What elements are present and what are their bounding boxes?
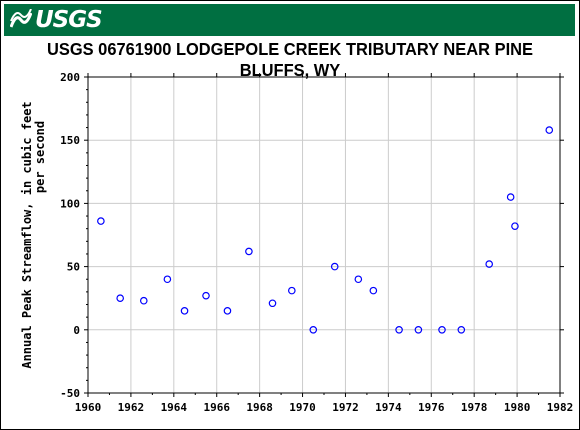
x-tick-label: 1982 (547, 401, 574, 414)
usgs-banner: USGS (4, 4, 575, 36)
y-tick-label: 100 (60, 197, 80, 210)
data-point (545, 126, 554, 134)
usgs-logo[interactable]: USGS (10, 7, 103, 33)
data-point (309, 325, 318, 334)
x-tick-label: 1964 (161, 401, 188, 414)
data-point (245, 247, 253, 256)
data-point (511, 222, 519, 230)
data-point (395, 325, 403, 334)
data-point (414, 325, 423, 334)
data-point (506, 193, 515, 201)
x-tick-label: 1978 (461, 401, 488, 414)
x-tick-label: 1966 (203, 401, 230, 414)
data-point (202, 291, 210, 300)
y-axis-label-line-1: Annual Peak Streamflow, in cubic feet (20, 101, 34, 368)
x-tick-label: 1960 (75, 401, 102, 414)
y-tick-label: 0 (73, 324, 80, 337)
data-point (163, 275, 172, 284)
data-point (354, 275, 363, 284)
y-tick-label: 50 (67, 261, 80, 274)
data-point (223, 307, 232, 315)
x-tick-label: 1968 (246, 401, 273, 414)
x-tick-label: 1976 (418, 401, 445, 414)
data-point (139, 296, 148, 305)
data-point (485, 260, 494, 268)
data-point (97, 217, 105, 225)
y-axis-tick-labels: -50 0 50 100 150 200 (60, 71, 80, 400)
y-tick-label: 200 (60, 71, 80, 84)
axis-ticks (84, 73, 564, 397)
y-tick-label: -50 (60, 387, 80, 400)
data-point (438, 325, 446, 334)
usgs-logo-text: USGS (35, 7, 103, 33)
data-point (369, 286, 378, 295)
x-tick-label: 1962 (118, 401, 145, 414)
y-tick-label: 150 (60, 134, 80, 147)
data-point (288, 286, 296, 295)
x-tick-label: 1972 (332, 401, 359, 414)
y-axis-label-line-2: per second (33, 121, 47, 193)
data-point (180, 307, 189, 315)
chart-title: USGS 06761900 LODGEPOLE CREEK TRIBUTARY … (46, 39, 534, 80)
usgs-wave-icon (10, 9, 32, 28)
x-tick-label: 1974 (375, 401, 402, 414)
data-point (116, 294, 124, 303)
data-points (97, 126, 554, 334)
data-point (457, 325, 466, 334)
x-tick-label: 1980 (504, 401, 531, 414)
data-point (330, 262, 339, 271)
x-axis-tick-labels: 1960 1962 1964 1966 1968 1970 1972 1974 1976 1978… (75, 401, 574, 414)
plot-area (87, 76, 561, 394)
data-point (268, 299, 277, 308)
x-tick-label: 1970 (289, 401, 316, 414)
grid-lines (87, 76, 561, 394)
